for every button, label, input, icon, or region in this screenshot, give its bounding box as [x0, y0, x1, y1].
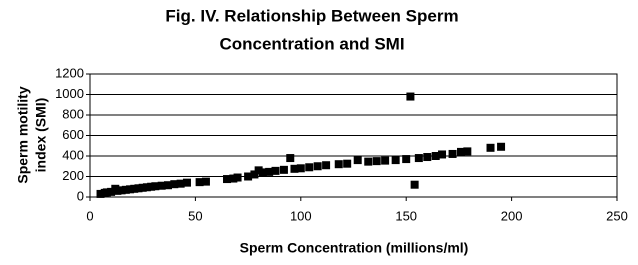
point	[448, 149, 457, 158]
point	[170, 180, 179, 189]
point	[463, 147, 472, 156]
point	[147, 182, 156, 191]
y-axis-title: index (SMI)	[33, 98, 49, 173]
y-tick-label: 800	[62, 106, 84, 121]
point	[233, 173, 242, 182]
point	[250, 170, 259, 179]
point	[322, 161, 331, 170]
point	[290, 164, 299, 173]
point	[182, 178, 191, 187]
point	[402, 155, 411, 164]
x-axis-title: Sperm Concentration (millions/ml)	[240, 240, 469, 256]
chart-title: Concentration and SMI	[219, 34, 404, 53]
x-tick-label: 150	[395, 208, 417, 223]
point	[126, 185, 135, 194]
x-tick-label: 250	[606, 208, 628, 223]
point	[157, 181, 166, 190]
y-tick-label: 0	[77, 188, 84, 203]
point	[258, 168, 267, 177]
point	[163, 181, 172, 190]
chart-title: Fig. IV. Relationship Between Sperm	[165, 6, 458, 25]
point	[279, 165, 288, 174]
point	[486, 143, 495, 152]
point	[296, 164, 305, 173]
point	[265, 167, 274, 176]
point	[414, 154, 423, 163]
point	[107, 187, 116, 196]
point	[364, 157, 373, 166]
point	[134, 184, 143, 193]
point	[201, 177, 210, 186]
point	[96, 189, 105, 198]
point	[151, 182, 160, 191]
y-tick-label: 1200	[55, 65, 84, 80]
point	[391, 156, 400, 165]
x-tick-label: 100	[290, 208, 312, 223]
point	[343, 159, 352, 168]
point	[254, 166, 263, 175]
point	[313, 162, 322, 171]
y-tick-label: 600	[62, 127, 84, 142]
point	[305, 163, 314, 172]
point	[431, 152, 440, 160]
y-tick-label: 1000	[55, 86, 84, 101]
point	[176, 179, 185, 188]
point	[102, 188, 111, 197]
point	[130, 184, 139, 193]
point	[457, 147, 466, 156]
point	[223, 175, 232, 184]
y-tick-label: 400	[62, 147, 84, 162]
point	[410, 180, 419, 189]
point	[195, 178, 204, 187]
y-tick-label: 200	[62, 168, 84, 183]
x-tick-label: 0	[86, 208, 93, 223]
point	[229, 174, 238, 183]
y-axis-title: Sperm motility	[15, 86, 31, 183]
point	[353, 156, 362, 165]
x-tick-label: 50	[188, 208, 202, 223]
point	[113, 186, 122, 195]
point	[381, 156, 390, 165]
point	[121, 185, 130, 194]
point	[423, 153, 432, 162]
point	[117, 186, 126, 195]
point	[142, 183, 151, 192]
point	[334, 160, 343, 169]
point	[271, 166, 280, 175]
point	[438, 150, 447, 159]
point	[286, 154, 295, 163]
point	[497, 142, 506, 151]
point	[372, 157, 381, 166]
point	[406, 92, 415, 101]
x-tick-label: 200	[501, 208, 523, 223]
point	[138, 183, 147, 192]
point	[244, 172, 253, 181]
